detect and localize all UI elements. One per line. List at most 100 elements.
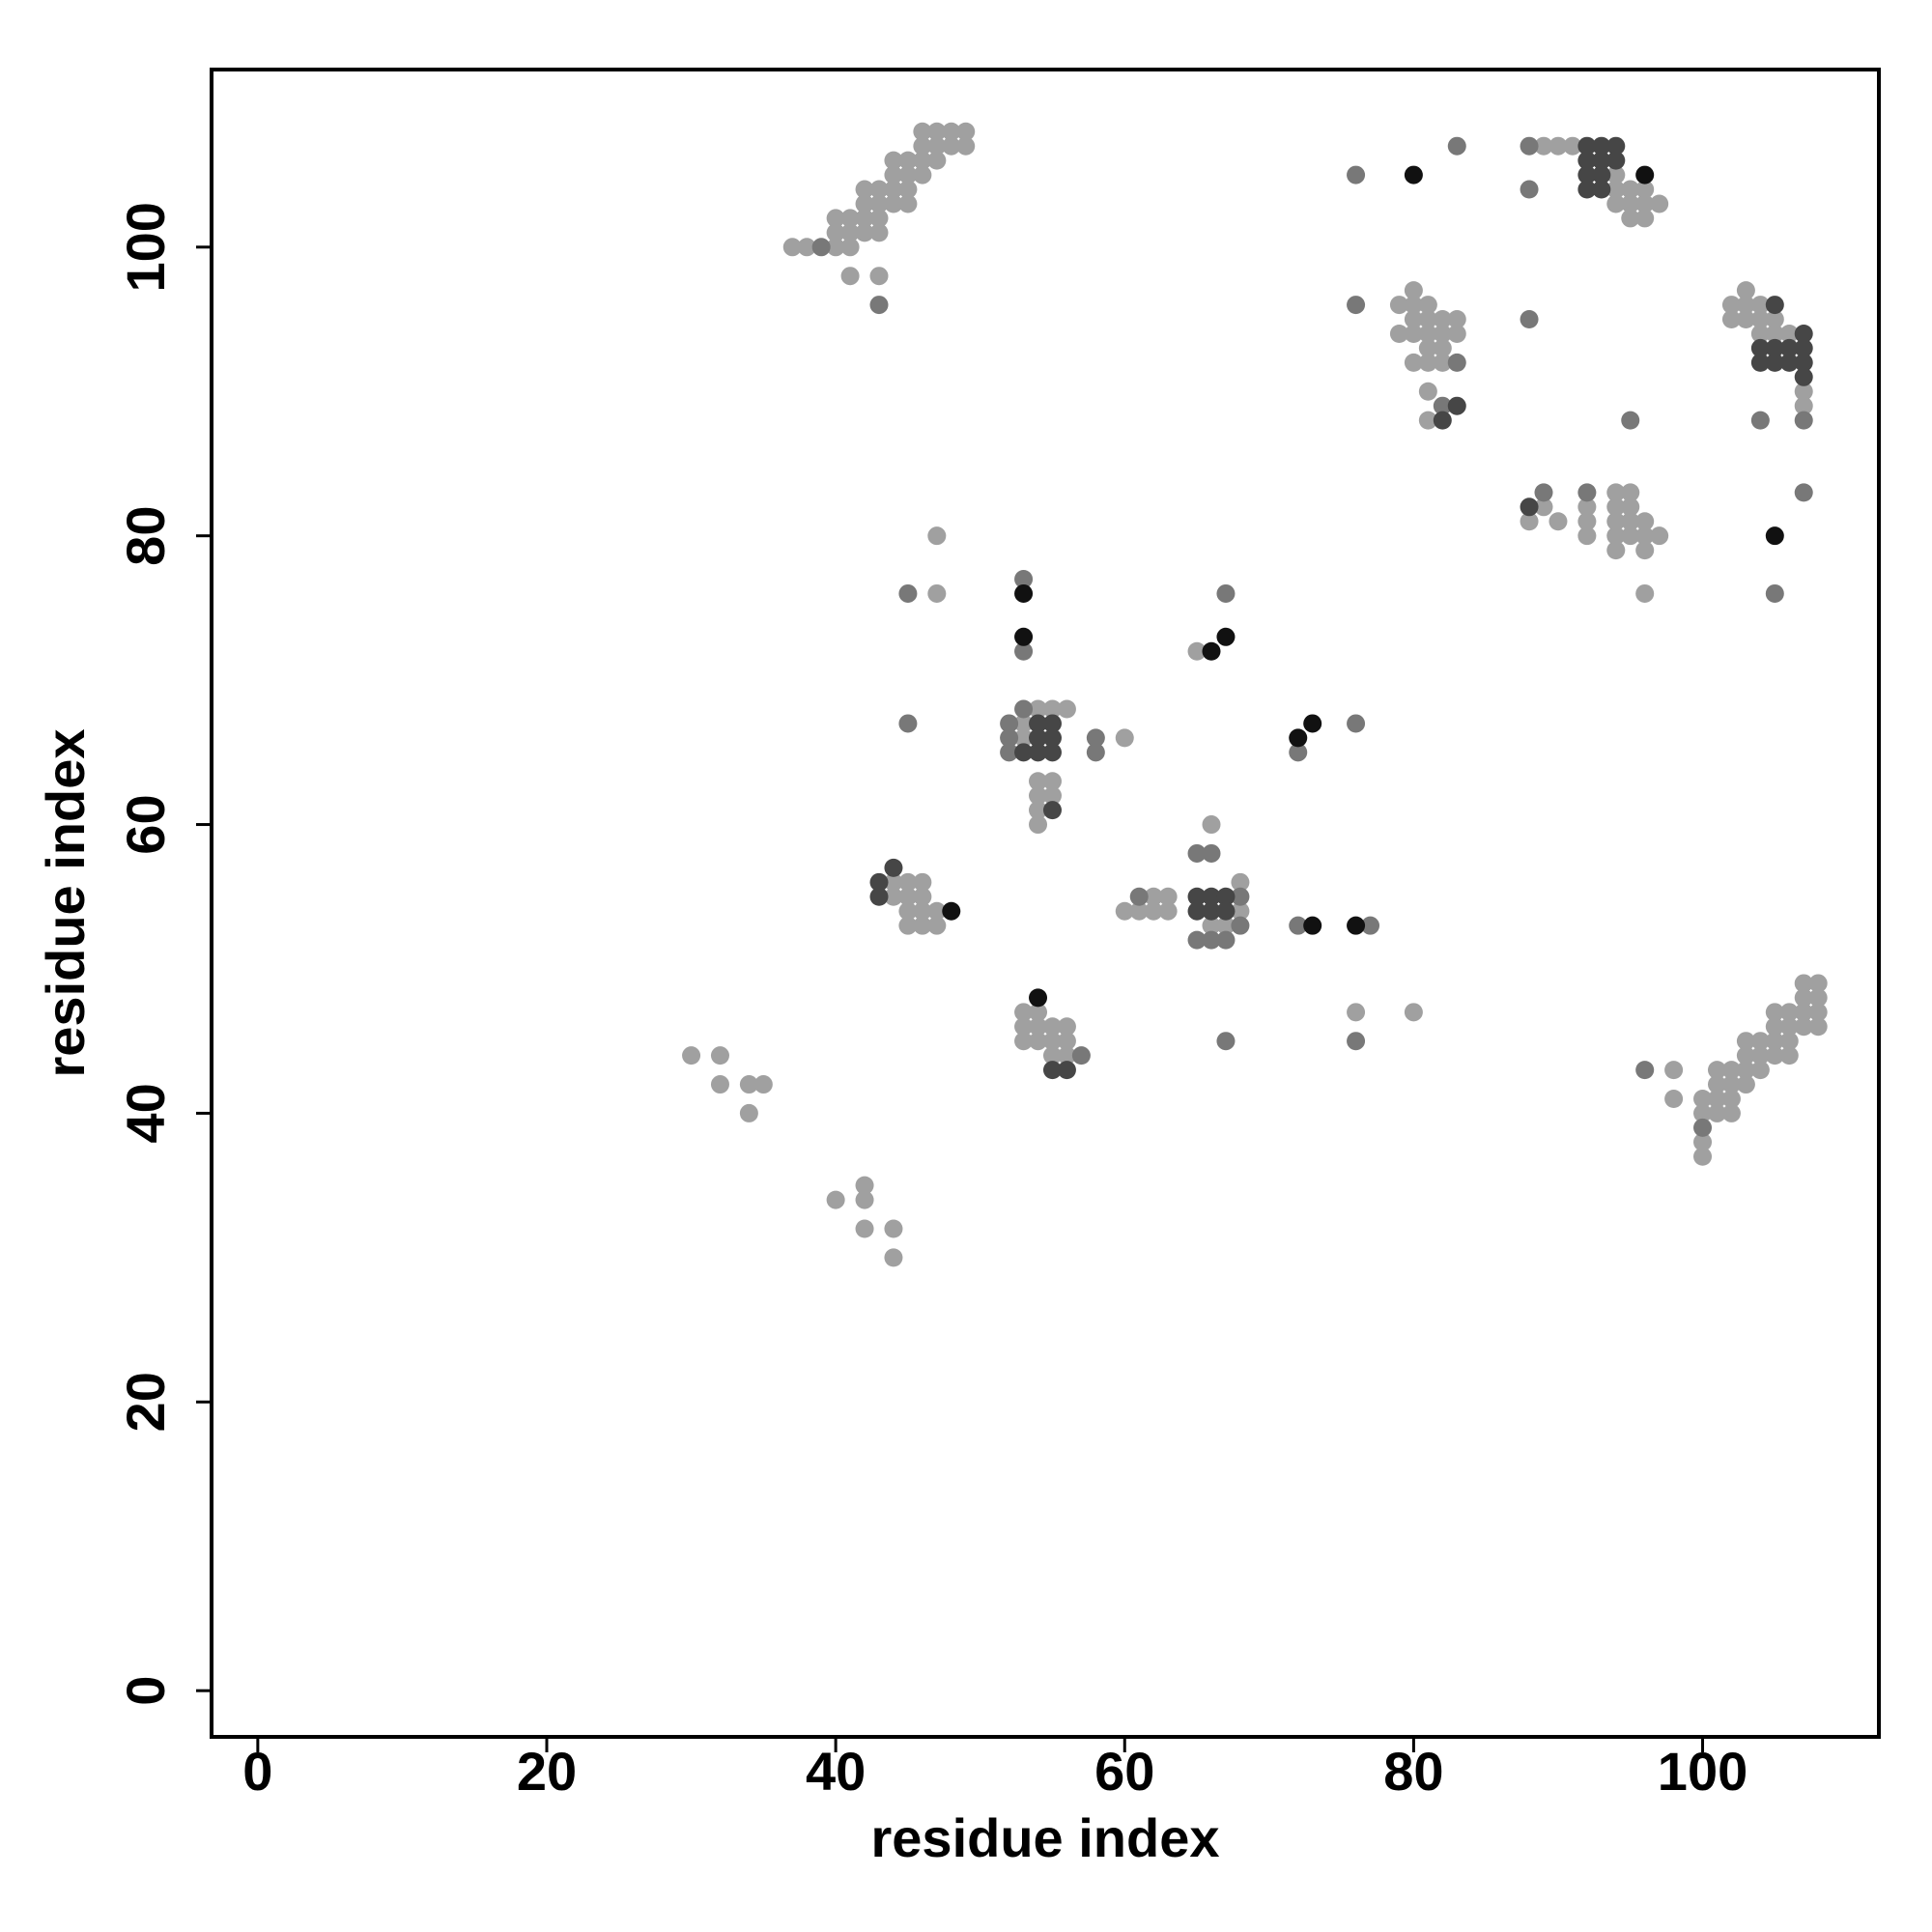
point [782, 238, 802, 257]
point [826, 238, 845, 257]
point [1202, 887, 1221, 906]
point [1289, 916, 1308, 935]
point [682, 1046, 701, 1065]
point [869, 267, 889, 286]
point [1736, 1046, 1755, 1065]
y-tick-label: 80 [115, 506, 176, 566]
x-tick-label: 20 [517, 1741, 577, 1802]
point [1042, 786, 1062, 806]
point [1808, 1017, 1828, 1037]
point [1347, 916, 1366, 935]
point [855, 194, 874, 213]
point [1347, 1003, 1366, 1022]
point [1750, 296, 1770, 315]
plot-frame [210, 68, 1881, 1739]
point [1794, 338, 1813, 357]
point [1014, 1032, 1034, 1051]
point [1447, 310, 1466, 329]
point [1144, 901, 1163, 921]
point [1794, 324, 1813, 343]
point [869, 872, 889, 892]
point [1029, 1003, 1048, 1022]
point [1750, 1061, 1770, 1080]
point [1216, 887, 1236, 906]
point [1736, 281, 1755, 300]
point [1029, 699, 1048, 719]
point [1433, 324, 1452, 343]
point [1231, 887, 1250, 906]
point [1592, 151, 1611, 170]
point [1765, 1017, 1784, 1037]
x-axis-title: residue index [870, 1807, 1219, 1868]
point [1621, 497, 1640, 517]
point [1765, 338, 1784, 357]
point [1794, 411, 1813, 430]
point [1621, 180, 1640, 199]
point [942, 122, 961, 141]
point [1606, 136, 1626, 156]
point [1404, 324, 1423, 343]
point [1808, 974, 1828, 993]
point [840, 267, 860, 286]
x-tick-label: 100 [1658, 1741, 1747, 1802]
point [1014, 1017, 1034, 1037]
point [1433, 396, 1452, 415]
point [1057, 1032, 1076, 1051]
point [913, 136, 932, 156]
point [1606, 151, 1626, 170]
point [1404, 310, 1423, 329]
point [869, 194, 889, 213]
point [1693, 1147, 1713, 1166]
point [1577, 497, 1597, 517]
point [1534, 483, 1553, 502]
point [1520, 497, 1539, 517]
point [1650, 194, 1669, 213]
point [1361, 916, 1380, 935]
point [1042, 743, 1062, 762]
point [1057, 1017, 1076, 1037]
point [1014, 627, 1034, 646]
point [927, 583, 947, 603]
point [1520, 310, 1539, 329]
point [1433, 338, 1452, 357]
point [1187, 641, 1207, 661]
point [898, 901, 918, 921]
point [1433, 411, 1452, 430]
point [1635, 526, 1655, 546]
point [869, 209, 889, 228]
point [898, 887, 918, 906]
point [1721, 1075, 1741, 1094]
point [1014, 570, 1034, 589]
point [913, 901, 932, 921]
point [826, 223, 845, 242]
point [1418, 353, 1437, 372]
point [840, 223, 860, 242]
y-tick-label: 60 [115, 794, 176, 854]
point [942, 136, 961, 156]
point [1779, 324, 1799, 343]
point [1029, 1017, 1048, 1037]
point [1664, 1089, 1684, 1108]
point [1794, 353, 1813, 372]
point [1071, 1046, 1091, 1065]
point [1577, 526, 1597, 546]
point [1216, 1032, 1236, 1051]
point [1606, 180, 1626, 199]
point [1736, 310, 1755, 329]
point [1231, 916, 1250, 935]
point [1635, 512, 1655, 531]
point [1029, 743, 1048, 762]
point [1707, 1075, 1726, 1094]
point [927, 526, 947, 546]
point [1144, 887, 1163, 906]
point [1693, 1089, 1713, 1108]
point [869, 296, 889, 315]
point [884, 1219, 903, 1238]
point [1621, 194, 1640, 213]
point [1693, 1118, 1713, 1137]
point [1418, 338, 1437, 357]
point [869, 180, 889, 199]
point [1621, 411, 1640, 430]
point [1202, 843, 1221, 863]
